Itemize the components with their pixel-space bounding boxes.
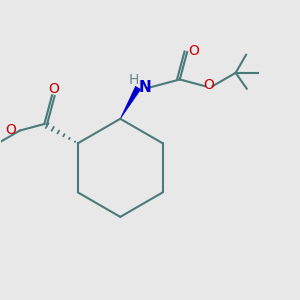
Text: N: N (138, 80, 151, 94)
Text: O: O (203, 78, 214, 92)
Text: O: O (48, 82, 59, 96)
Text: O: O (5, 123, 16, 136)
Text: H: H (128, 74, 139, 88)
Polygon shape (120, 86, 141, 119)
Text: O: O (188, 44, 199, 58)
